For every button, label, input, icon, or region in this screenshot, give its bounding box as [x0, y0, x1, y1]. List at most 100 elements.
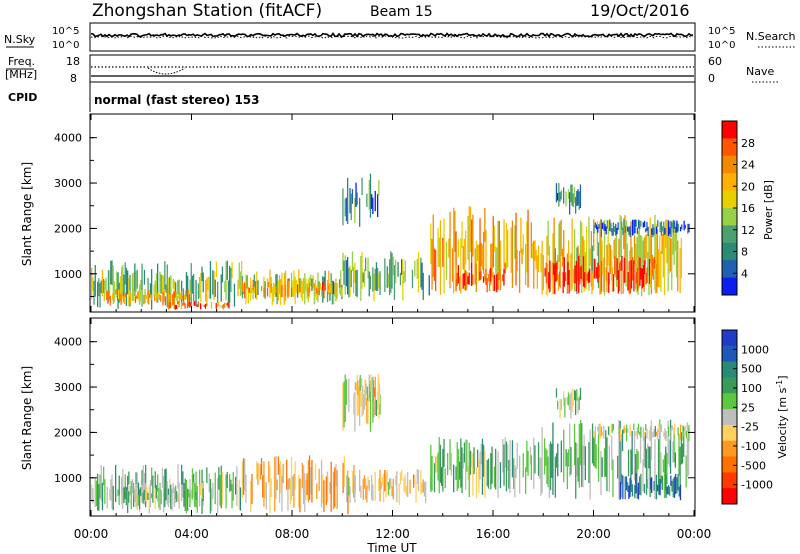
heatmap-cell	[311, 460, 313, 503]
heatmap-cell	[141, 484, 143, 503]
heatmap-cell	[455, 466, 457, 480]
heatmap-cell	[670, 428, 672, 441]
heatmap-cell	[443, 218, 445, 294]
heatmap-cell	[226, 303, 228, 306]
heatmap-cell	[176, 295, 179, 305]
heatmap-cell	[499, 462, 502, 489]
heatmap-cell	[354, 391, 356, 432]
heatmap-cell	[197, 301, 199, 307]
heatmap-cell	[101, 269, 104, 297]
heatmap-cell	[263, 287, 265, 298]
heatmap-cell	[157, 291, 159, 299]
heatmap-cell	[642, 459, 644, 491]
heatmap-cell	[507, 444, 509, 471]
heatmap-cell	[679, 424, 682, 440]
heatmap-cell	[196, 304, 198, 307]
heatmap-cell	[195, 491, 197, 500]
heatmap-cell	[557, 192, 559, 201]
heatmap-cell	[601, 457, 603, 477]
beam-label: Beam 15	[370, 4, 433, 20]
heatmap-cell	[636, 267, 639, 291]
heatmap-cell	[435, 249, 437, 291]
heatmap-cell	[360, 485, 362, 498]
heatmap-cell	[606, 220, 608, 229]
heatmap-cell	[308, 282, 311, 293]
heatmap-cell	[120, 493, 123, 505]
heatmap-cell	[387, 482, 390, 496]
heatmap-cell	[683, 220, 685, 231]
heatmap-cell	[677, 474, 679, 491]
heatmap-cell	[250, 481, 252, 512]
heatmap-cell	[356, 192, 358, 205]
heatmap-cell	[628, 261, 630, 294]
heatmap-cell	[624, 476, 626, 500]
heatmap-cell	[116, 295, 119, 301]
heatmap-cell	[359, 374, 361, 391]
heatmap-cell	[395, 259, 397, 284]
heatmap-cell	[554, 264, 556, 294]
heatmap-cell	[579, 184, 582, 208]
heatmap-cell	[343, 260, 345, 285]
heatmap-cell	[578, 424, 580, 488]
heatmap-cell	[677, 240, 679, 292]
heatmap-cell	[563, 391, 565, 407]
heatmap-cell	[283, 283, 285, 296]
heatmap-cell	[670, 220, 672, 237]
heatmap-cell	[683, 426, 685, 457]
heatmap-cell	[122, 486, 124, 510]
heatmap-cell	[628, 485, 630, 499]
heatmap-cell	[213, 271, 215, 300]
heatmap-cell	[549, 441, 552, 491]
heatmap-cell	[268, 281, 270, 288]
heatmap-cell	[114, 289, 116, 296]
heatmap-cell	[341, 287, 343, 297]
heatmap-cell	[200, 484, 202, 495]
heatmap-cell	[168, 302, 171, 309]
heatmap-cell	[578, 396, 580, 410]
heatmap-cell	[564, 272, 567, 281]
heatmap-cell	[284, 284, 287, 297]
heatmap-cell	[673, 427, 675, 463]
heatmap-cell	[569, 423, 571, 477]
heatmap-cell	[111, 260, 113, 286]
heatmap-cell	[634, 219, 636, 234]
heatmap-cell	[620, 434, 622, 498]
heatmap-cell	[479, 451, 481, 480]
heatmap-cell	[253, 286, 255, 294]
heatmap-cell	[222, 303, 225, 310]
heatmap-cell	[487, 458, 490, 489]
heatmap-cell	[650, 267, 652, 288]
heatmap-cell	[439, 220, 442, 295]
heatmap-cell	[680, 432, 682, 465]
nsky-tick-low: 10^0	[52, 40, 79, 51]
heatmap-cell	[192, 301, 195, 306]
heatmap-cell	[466, 271, 468, 290]
heatmap-cell	[152, 475, 154, 503]
heatmap-cell	[185, 493, 187, 505]
heatmap-cell	[143, 294, 145, 305]
heatmap-cell	[290, 287, 293, 297]
heatmap-cell	[566, 396, 568, 405]
heatmap-cell	[343, 381, 345, 428]
velocity-heatmap	[91, 373, 690, 515]
heatmap-cell	[631, 484, 634, 497]
heatmap-cell	[551, 262, 553, 280]
heatmap-cell	[144, 288, 146, 304]
heatmap-cell	[318, 287, 320, 296]
heatmap-cell	[326, 286, 329, 302]
velocity-colorbar: 1000 500 100 25 -25 -100 -500 -1000 Velocity [m…	[721, 329, 789, 505]
heatmap-cell	[301, 281, 303, 302]
heatmap-cell	[559, 192, 561, 202]
heatmap-cell	[169, 478, 171, 503]
heatmap-cell	[343, 456, 345, 487]
heatmap-cell	[232, 472, 234, 501]
heatmap-cell	[669, 486, 671, 496]
heatmap-cell	[652, 431, 654, 438]
heatmap-cell	[645, 234, 648, 259]
heatmap-cell	[684, 425, 686, 436]
heatmap-cell	[124, 474, 126, 489]
heatmap-cell	[244, 282, 246, 299]
heatmap-cell	[460, 438, 462, 488]
power-colorbar-segment	[722, 277, 737, 296]
heatmap-cell	[270, 478, 272, 497]
